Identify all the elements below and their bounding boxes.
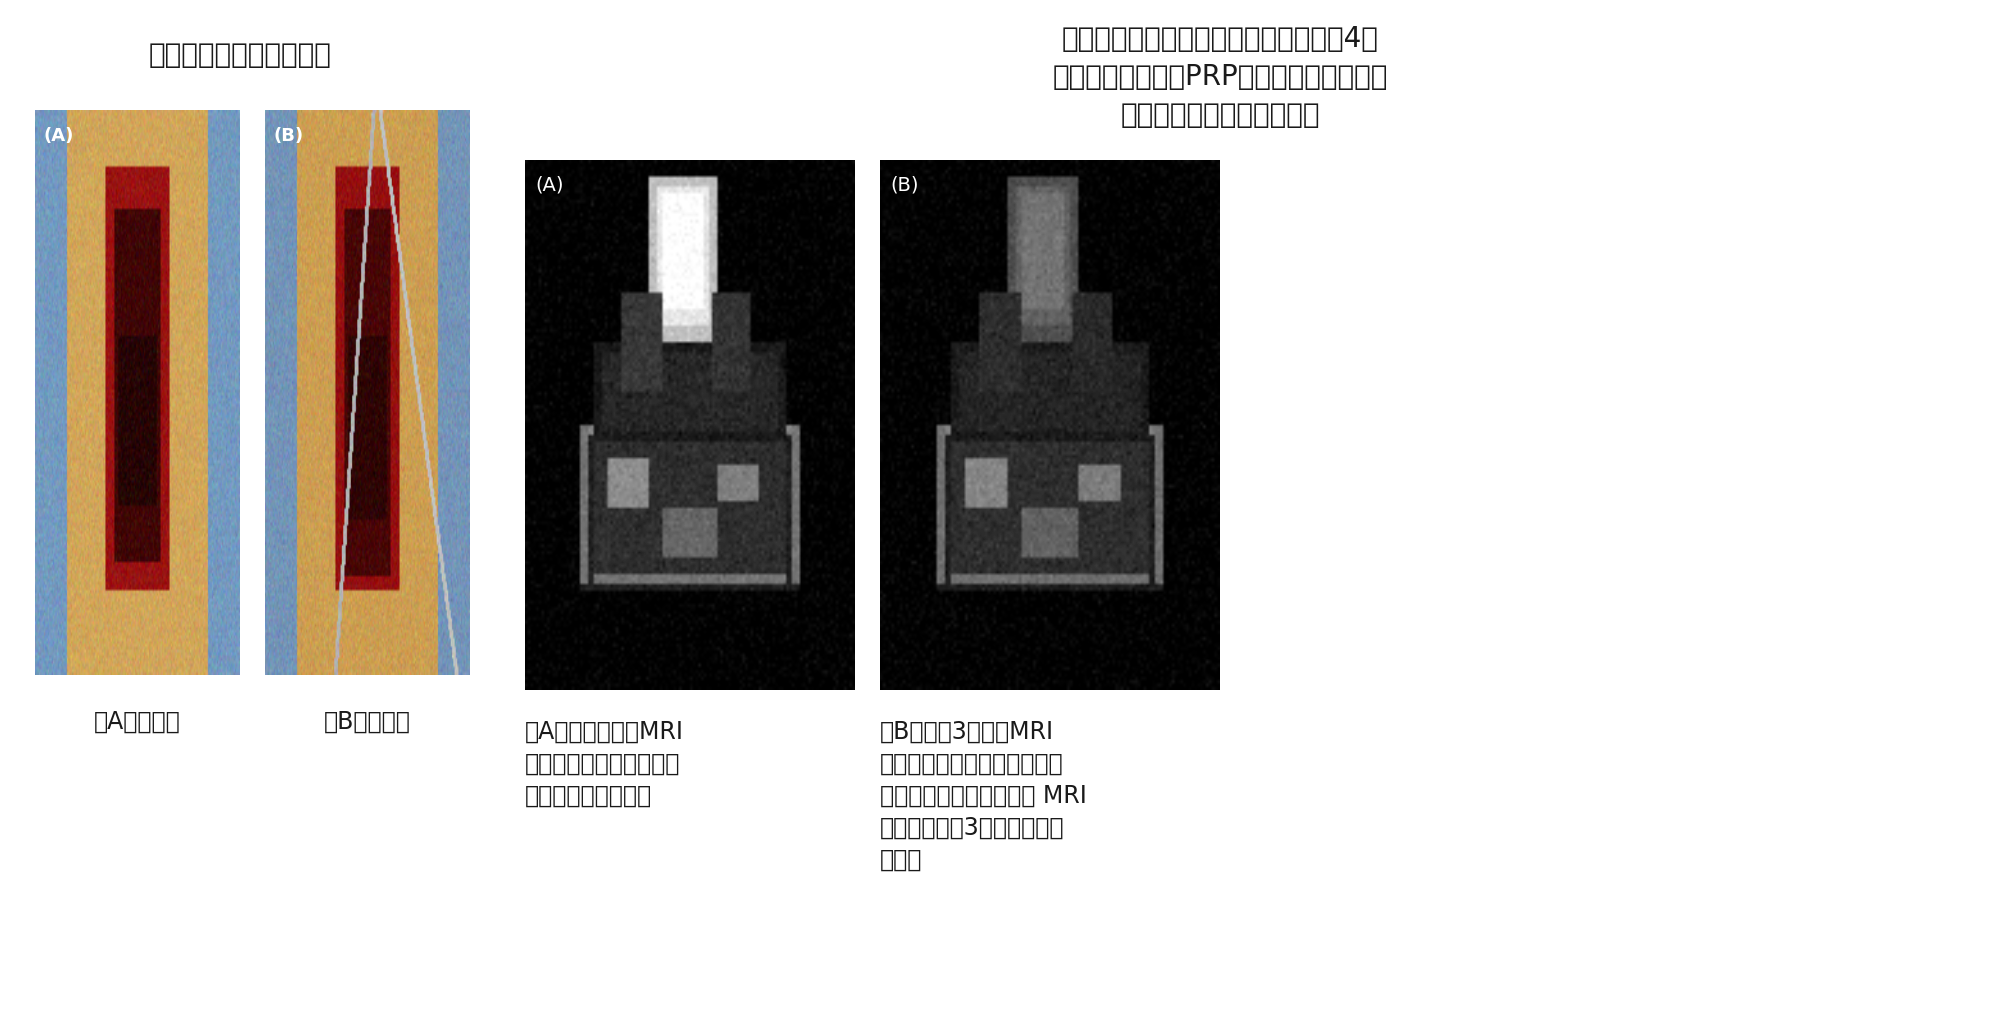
Text: (B): (B) (890, 176, 918, 194)
Text: 帰した: 帰した (880, 848, 922, 872)
Text: で多血小板血漿（PRP）を打った例（手術: で多血小板血漿（PRP）を打った例（手術 (1052, 63, 1388, 91)
Text: 写真４：アキレス腱断裂縫合後、術後4週: 写真４：アキレス腱断裂縫合後、術後4週 (1062, 25, 1378, 53)
Text: 変化はほぼ消失している MRI: 変化はほぼ消失している MRI (880, 784, 1086, 808)
Text: ：アキレス腱実質部の高輝度: ：アキレス腱実質部の高輝度 (880, 752, 1064, 776)
Text: (B): (B) (274, 127, 304, 145)
Text: に再生医療を追加した例）: に再生医療を追加した例） (1120, 101, 1320, 129)
Text: (A): (A) (534, 176, 564, 194)
Text: （B）手術後: （B）手術後 (324, 710, 410, 734)
Text: （A）手術前: （A）手術前 (94, 710, 180, 734)
Text: 輝度変化がみられる: 輝度変化がみられる (524, 784, 652, 808)
Text: (A): (A) (44, 127, 74, 145)
Text: （A）手術直後のMRI: （A）手術直後のMRI (524, 720, 684, 744)
Text: 写真３：アキレス腱断裂: 写真３：アキレス腱断裂 (148, 41, 332, 69)
Text: 確認後、術後3か月で競技復: 確認後、術後3か月で競技復 (880, 816, 1064, 840)
Text: （B）術後3か月のMRI: （B）術後3か月のMRI (880, 720, 1054, 744)
Text: ：アキレス腱実質部に高: ：アキレス腱実質部に高 (524, 752, 680, 776)
